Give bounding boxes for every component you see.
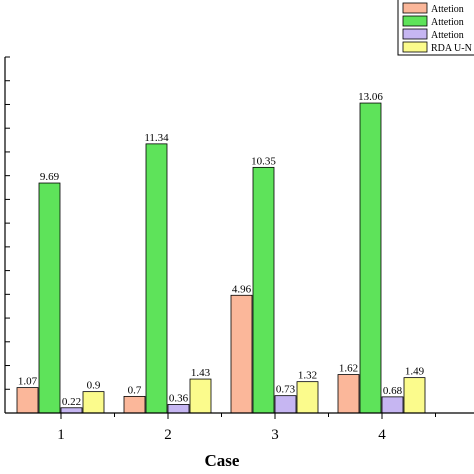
x-axis-ticks: 1 2 3 4 [57,413,436,443]
bar [167,404,190,414]
data-label: 4.96 [232,283,252,295]
data-label: 0.68 [383,385,403,397]
bar [189,378,212,414]
legend-swatch [402,28,428,40]
x-tick-label: 2 [164,427,172,443]
bar [230,294,253,414]
data-label: 10.35 [251,155,276,167]
data-label: 0.22 [62,396,81,408]
x-axis-title: Case [205,451,240,470]
x-tick-label: 4 [378,427,386,443]
data-label: 1.62 [339,363,358,375]
x-tick-label: 3 [271,427,279,443]
bar [145,143,168,414]
legend: Attetion Attetion Attetion RDA U-N [397,0,474,56]
legend-swatch [402,41,428,53]
data-label: 0.9 [87,380,101,392]
bar [359,102,382,414]
bar [60,407,83,414]
data-labels: 1.07 9.69 0.22 0.9 0.7 11.34 0.36 1.43 4.96 10.35… [18,91,425,408]
data-label: 1.07 [18,376,38,388]
legend-items: Attetion Attetion Attetion RDA U-N [402,2,472,54]
x-tick-label: 1 [57,427,65,443]
data-label: 1.43 [191,367,211,379]
bar [403,377,426,414]
bar [252,166,275,414]
y-axis-ticks [5,56,10,414]
legend-label: Attetion [431,17,464,28]
bar [296,381,319,414]
data-label: 1.49 [405,366,425,378]
bar [38,182,61,414]
data-label: 1.32 [298,370,317,382]
data-label: 0.73 [276,384,296,396]
data-label: 9.69 [40,171,60,183]
bar [337,374,360,414]
legend-label: Attetion [431,4,464,15]
data-label: 11.34 [144,132,169,144]
legend-label: RDA U-N [431,43,472,54]
legend-swatch [402,15,428,27]
bars [16,102,426,414]
bar [381,396,404,414]
data-label: 0.7 [128,384,142,396]
data-label: 0.36 [169,392,189,404]
bar [16,387,39,414]
legend-swatch [402,2,428,14]
bar [274,395,297,414]
bar [82,391,105,414]
data-label: 13.06 [358,91,383,103]
legend-label: Attetion [431,30,464,41]
bar [123,395,146,414]
